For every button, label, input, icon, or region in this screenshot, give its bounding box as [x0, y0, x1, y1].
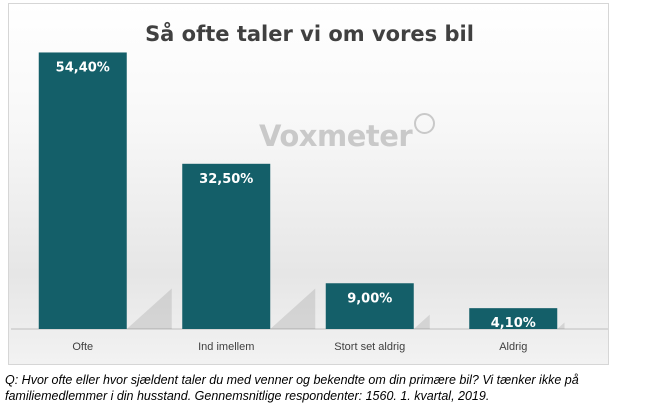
bar-shadow — [557, 322, 565, 329]
data-label: 9,00% — [347, 291, 392, 306]
voxmeter-watermark: Voxmeter — [259, 113, 436, 153]
x-tick-label: Ofte — [72, 341, 93, 353]
globe-icon — [414, 113, 436, 134]
chart-area: Så ofte taler vi om vores bil Voxmeter 5… — [8, 3, 609, 365]
bar-ind-imellem — [182, 163, 271, 329]
data-label: 4,10% — [491, 316, 536, 331]
bar-shadow — [126, 288, 172, 329]
bar-stort-set-aldrig — [325, 283, 414, 329]
question-caption: Q: Hvor ofte eller hvor sjældent taler d… — [5, 373, 579, 403]
bar-shadow — [270, 288, 316, 329]
bar-ofte — [38, 52, 127, 329]
bar-shadow — [413, 314, 430, 329]
chart-title: Så ofte taler vi om vores bil — [145, 22, 474, 46]
x-tick-label: Ind imellem — [198, 341, 254, 353]
data-label: 32,50% — [199, 172, 253, 187]
bar-chart: 54,40% Ofte 32,50% Ind imellem 9,00% Stort se… — [11, 52, 608, 353]
data-label: 54,40% — [56, 60, 110, 75]
x-tick-label: Stort set aldrig — [334, 341, 405, 353]
bar-aldrig — [469, 308, 558, 329]
watermark-text: Voxmeter — [259, 119, 413, 153]
x-tick-label: Aldrig — [499, 341, 527, 353]
